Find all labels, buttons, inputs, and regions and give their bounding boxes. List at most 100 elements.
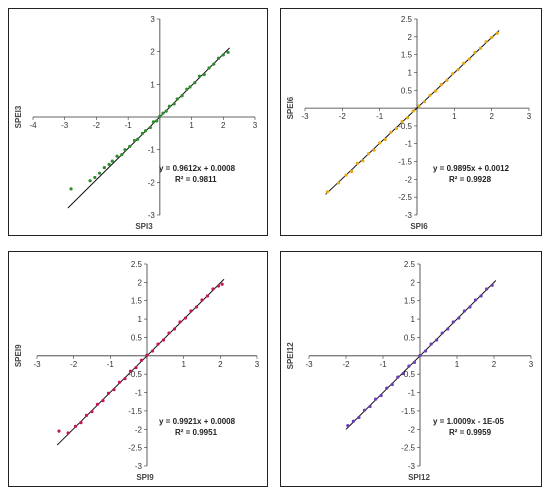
y-tick-label: 2 bbox=[408, 33, 413, 42]
data-point bbox=[202, 72, 206, 77]
data-point bbox=[123, 148, 127, 152]
regression-equation: y = 0.9895x + 0.0012 bbox=[433, 164, 510, 173]
data-point bbox=[346, 424, 350, 428]
x-axis-title: SPI3 bbox=[135, 222, 153, 231]
scatter-plot-spi6: -3 -2 -1 1 2 3 -3 -2.5 -2 -1.5 -1 -0.5 0.5 1 1.5 2 2.5 y … bbox=[286, 15, 532, 231]
data-point bbox=[221, 53, 225, 57]
regression-equation: y = 1.0009x - 1E-05 bbox=[433, 417, 504, 426]
data-point bbox=[139, 358, 144, 362]
data-point bbox=[150, 349, 155, 353]
data-point bbox=[450, 72, 455, 76]
data-point bbox=[357, 415, 361, 420]
data-point bbox=[216, 284, 221, 288]
data-point bbox=[136, 137, 140, 141]
x-tick-label: -1 bbox=[125, 121, 133, 130]
x-tick-label: 3 bbox=[529, 360, 534, 369]
y-axis-title: SPEI9 bbox=[14, 344, 23, 367]
x-tick-label: -3 bbox=[33, 360, 41, 369]
y-tick-label: 0.5 bbox=[404, 333, 416, 342]
y-tick-label: 2.5 bbox=[404, 260, 416, 269]
x-tick-label: 2 bbox=[218, 360, 223, 369]
data-point bbox=[361, 159, 365, 163]
data-point bbox=[439, 82, 443, 87]
data-point bbox=[350, 169, 354, 174]
y-tick-label: 0.5 bbox=[131, 333, 143, 342]
data-point bbox=[216, 56, 221, 60]
data-point bbox=[156, 342, 160, 346]
data-point bbox=[117, 380, 122, 384]
y-tick-label: 1.5 bbox=[131, 297, 143, 306]
y-tick-label: 3 bbox=[150, 15, 155, 24]
data-point bbox=[362, 408, 367, 412]
data-point bbox=[120, 152, 124, 157]
r-squared-label: R² = 0.9951 bbox=[175, 428, 218, 437]
data-point bbox=[172, 102, 176, 106]
x-tick-label: -3 bbox=[301, 112, 309, 121]
scatter-plot-spi9: -3 -2 -1 1 2 3 -3 -2.5 -2 -1.5 -1 -0.5 0.5 1 1.5 2 2.5 y … bbox=[14, 260, 260, 482]
y-tick-label: -2 bbox=[135, 425, 143, 434]
data-point bbox=[462, 309, 466, 313]
data-point bbox=[106, 391, 111, 395]
r-squared-label: R² = 0.9959 bbox=[449, 428, 492, 437]
y-axis-title: SPEI6 bbox=[286, 96, 295, 119]
data-point bbox=[134, 365, 138, 370]
data-point bbox=[123, 376, 127, 381]
data-point bbox=[378, 141, 382, 145]
r-squared-label: R² = 0.9811 bbox=[175, 175, 217, 184]
data-point bbox=[396, 375, 400, 379]
data-point bbox=[193, 81, 197, 85]
y-tick-label: -0.5 bbox=[128, 370, 142, 379]
data-point bbox=[226, 50, 230, 54]
x-tick-label: -2 bbox=[70, 360, 78, 369]
data-point bbox=[79, 421, 83, 425]
data-point bbox=[115, 154, 119, 158]
data-point bbox=[383, 137, 387, 142]
data-point bbox=[379, 393, 383, 398]
data-point bbox=[484, 40, 488, 44]
data-point bbox=[485, 287, 489, 291]
data-point bbox=[128, 144, 132, 148]
data-point bbox=[172, 327, 177, 331]
data-point bbox=[372, 148, 376, 152]
x-tick-label: -3 bbox=[61, 121, 69, 130]
data-point bbox=[385, 386, 389, 390]
data-point bbox=[200, 298, 204, 302]
data-point bbox=[161, 111, 165, 115]
data-point bbox=[73, 424, 78, 428]
data-point bbox=[183, 316, 188, 320]
data-point bbox=[93, 175, 97, 180]
data-point bbox=[467, 57, 471, 61]
y-tick-label: 2.5 bbox=[131, 260, 143, 269]
x-tick-label: 3 bbox=[527, 112, 532, 121]
data-point bbox=[479, 294, 483, 298]
data-point bbox=[490, 35, 494, 40]
data-point bbox=[337, 181, 341, 185]
data-point bbox=[110, 159, 114, 163]
y-tick-label: 1.5 bbox=[404, 297, 416, 306]
y-tick-label: 0.5 bbox=[401, 86, 413, 95]
y-tick-label: 2 bbox=[411, 278, 416, 287]
data-point bbox=[478, 46, 483, 50]
y-tick-label: -1 bbox=[148, 146, 156, 155]
data-point bbox=[212, 62, 216, 66]
chart-panel-spi6: -3 -2 -1 1 2 3 -3 -2.5 -2 -1.5 -1 -0.5 0.5 1 1.5 2 2.5 y … bbox=[280, 8, 542, 236]
y-tick-label: -2.5 bbox=[401, 444, 415, 453]
x-tick-label: -4 bbox=[29, 121, 37, 130]
y-tick-label: -2 bbox=[148, 178, 156, 187]
data-point bbox=[167, 331, 171, 335]
data-point bbox=[207, 66, 211, 70]
y-tick-label: -3 bbox=[405, 211, 413, 220]
x-tick-label: 1 bbox=[452, 112, 457, 121]
data-point bbox=[107, 162, 111, 166]
data-point bbox=[406, 116, 410, 120]
data-point bbox=[180, 94, 184, 98]
x-tick-label: 2 bbox=[221, 121, 226, 130]
data-point bbox=[84, 413, 89, 417]
data-point bbox=[158, 114, 162, 118]
data-point bbox=[407, 364, 411, 368]
data-point bbox=[151, 120, 156, 124]
y-tick-label: -2.5 bbox=[128, 444, 142, 453]
data-point bbox=[418, 353, 422, 358]
x-axis-title: SPI6 bbox=[410, 222, 428, 231]
y-tick-label: 2.5 bbox=[401, 15, 413, 24]
